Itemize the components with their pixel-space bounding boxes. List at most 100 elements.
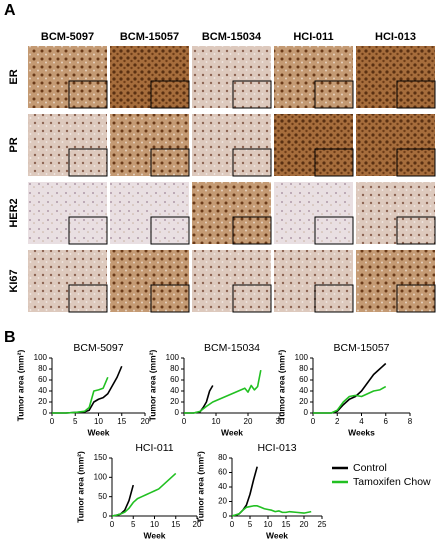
chart-title: BCM-15034 <box>204 342 260 354</box>
x-tick-label: 15 <box>282 520 291 529</box>
x-tick-label: 4 <box>359 417 364 426</box>
inset-image <box>68 284 108 313</box>
x-tick-label: 15 <box>117 417 126 426</box>
x-tick-label: 10 <box>264 520 273 529</box>
inset-image <box>396 216 436 245</box>
series-line <box>184 385 214 414</box>
x-tick-label: 20 <box>141 417 150 426</box>
inset-image <box>314 80 354 109</box>
y-tick-label: 40 <box>170 386 179 395</box>
x-tick-label: 20 <box>300 520 309 529</box>
series-line <box>52 365 123 414</box>
series-line <box>184 369 262 414</box>
x-tick-label: 0 <box>50 417 55 426</box>
row-label: PR <box>8 137 20 152</box>
y-tick-label: 0 <box>175 408 180 417</box>
inset-image <box>68 80 108 109</box>
series-line <box>231 505 312 517</box>
x-tick-label: 15 <box>171 520 180 529</box>
x-tick-label: 5 <box>131 520 136 529</box>
y-tick-label: 20 <box>38 397 47 406</box>
x-axis-label: Week <box>266 530 288 540</box>
inset-image <box>68 148 108 177</box>
x-tick-label: 0 <box>110 520 115 529</box>
column-header: BCM-5097 <box>41 31 94 43</box>
series-line <box>111 472 177 517</box>
y-tick-label: 60 <box>170 375 179 384</box>
y-tick-label: 20 <box>299 397 308 406</box>
x-tick-label: 8 <box>408 417 413 426</box>
inset-image <box>314 216 354 245</box>
chart-title: HCI-011 <box>135 442 173 454</box>
y-tick-label: 60 <box>299 375 308 384</box>
y-tick-label: 150 <box>94 453 108 462</box>
column-header: HCI-011 <box>293 31 333 43</box>
y-axis-label: Tumor area (mm²) <box>276 350 286 422</box>
x-tick-label: 20 <box>244 417 253 426</box>
x-axis-label: Week <box>87 427 109 437</box>
row-label: KI67 <box>8 269 20 292</box>
y-tick-label: 80 <box>170 364 179 373</box>
y-tick-label: 100 <box>166 353 180 362</box>
x-tick-label: 0 <box>311 417 316 426</box>
inset-image <box>150 80 190 109</box>
inset-image <box>232 284 272 313</box>
panel-label: B <box>4 329 16 346</box>
x-tick-label: 20 <box>193 520 202 529</box>
y-tick-label: 100 <box>295 353 309 362</box>
row-label: HER2 <box>8 198 20 227</box>
y-tick-label: 40 <box>218 482 227 491</box>
y-tick-label: 40 <box>299 386 308 395</box>
y-tick-label: 20 <box>218 497 227 506</box>
inset-image <box>314 148 354 177</box>
series-line <box>313 362 387 414</box>
inset-image <box>232 216 272 245</box>
x-tick-label: 10 <box>150 520 159 529</box>
panel-label: A <box>4 2 16 19</box>
legend-label: Tamoxifen Chow <box>353 476 431 488</box>
x-axis-label: Week <box>143 530 165 540</box>
inset-image <box>150 148 190 177</box>
row-label: ER <box>8 69 20 84</box>
x-tick-label: 5 <box>73 417 78 426</box>
inset-image <box>150 216 190 245</box>
series-line <box>313 385 387 414</box>
column-header: BCM-15057 <box>120 31 179 43</box>
inset-image <box>396 284 436 313</box>
y-tick-label: 0 <box>304 408 309 417</box>
series-line <box>52 376 109 414</box>
chart-title: HCI-013 <box>257 442 296 454</box>
y-tick-label: 0 <box>223 511 228 520</box>
x-tick-label: 10 <box>212 417 221 426</box>
x-tick-label: 10 <box>94 417 103 426</box>
x-axis-label: Weeks <box>348 427 375 437</box>
y-axis-label: Tumor area (mm²) <box>195 451 205 523</box>
x-tick-label: 25 <box>318 520 327 529</box>
column-header: HCI-013 <box>375 31 416 43</box>
x-axis-label: Week <box>221 427 243 437</box>
inset-image <box>232 148 272 177</box>
column-header: BCM-15034 <box>202 31 262 43</box>
y-tick-label: 0 <box>43 408 48 417</box>
x-tick-label: 5 <box>248 520 253 529</box>
y-axis-label: Tumor area (mm²) <box>75 451 85 523</box>
y-tick-label: 80 <box>38 364 47 373</box>
inset-image <box>150 284 190 313</box>
inset-image <box>314 284 354 313</box>
y-axis-label: Tumor area (mm²) <box>15 350 25 422</box>
x-tick-label: 2 <box>335 417 340 426</box>
series-line <box>111 484 135 517</box>
inset-image <box>396 80 436 109</box>
x-tick-label: 30 <box>276 417 285 426</box>
x-tick-label: 0 <box>182 417 187 426</box>
x-tick-label: 0 <box>230 520 235 529</box>
y-tick-label: 100 <box>34 353 48 362</box>
chart-title: BCM-15057 <box>333 342 389 354</box>
y-tick-label: 100 <box>94 472 108 481</box>
inset-image <box>232 80 272 109</box>
y-tick-label: 0 <box>103 511 108 520</box>
y-tick-label: 60 <box>38 375 47 384</box>
y-tick-label: 80 <box>218 453 227 462</box>
chart-title: BCM-5097 <box>73 342 123 354</box>
